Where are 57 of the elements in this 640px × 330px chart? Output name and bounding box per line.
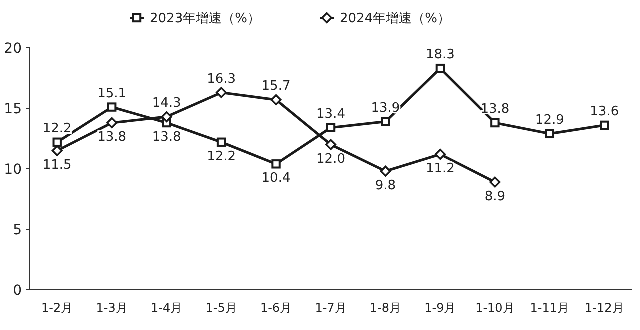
data-label: 13.8 <box>480 102 510 118</box>
data-label: 11.5 <box>42 158 72 173</box>
data-label: 13.8 <box>98 130 127 146</box>
point <box>161 111 172 122</box>
data-label: 11.2 <box>426 161 455 176</box>
data-label: 13.6 <box>590 104 620 120</box>
point <box>326 139 336 150</box>
data-label: 12.9 <box>535 112 564 128</box>
x-tick-label: 1-3月 <box>96 301 128 315</box>
data-label: 13.8 <box>152 130 182 146</box>
x-tick-label: 1-5月 <box>206 301 238 315</box>
point <box>545 129 555 139</box>
x-tick-label: 1-4月 <box>151 301 183 315</box>
data-label: 12.2 <box>207 149 236 164</box>
data-label: 14.3 <box>152 96 182 111</box>
point <box>490 176 501 188</box>
x-tick-label: 1-8月 <box>370 301 402 315</box>
point <box>380 166 392 177</box>
x-tick-label: 1-2月 <box>42 301 74 315</box>
legend-label: 2024年增速（%） <box>340 12 450 27</box>
data-label: 18.3 <box>426 48 455 63</box>
data-label: 10.4 <box>262 171 291 186</box>
y-tick-label: 0 <box>13 282 22 299</box>
data-label: 15.1 <box>98 86 127 102</box>
point <box>52 145 63 156</box>
y-tick-label: 15 <box>4 101 22 118</box>
point <box>490 118 500 128</box>
x-tick-label: 1-10月 <box>476 301 515 315</box>
legend-label: 2023年增速（%） <box>150 12 260 27</box>
x-tick-label: 1-6月 <box>260 301 292 315</box>
x-tick-label: 1-7月 <box>315 301 347 315</box>
x-tick-label: 1-11月 <box>530 301 570 315</box>
y-tick-label: 10 <box>4 162 22 178</box>
data-label: 16.3 <box>207 72 236 87</box>
point <box>600 120 610 130</box>
data-label: 12.0 <box>316 152 346 167</box>
data-label: 13.4 <box>316 106 346 122</box>
point <box>216 138 226 147</box>
point <box>107 102 117 112</box>
data-label: 12.2 <box>42 121 72 136</box>
point <box>436 64 446 74</box>
data-label: 8.9 <box>484 189 506 204</box>
point <box>326 123 336 132</box>
x-tick-label: 1-9月 <box>424 301 456 315</box>
point <box>434 148 446 160</box>
data-label: 13.9 <box>371 100 400 116</box>
data-label: 9.8 <box>375 178 396 194</box>
point <box>52 138 62 147</box>
x-tick-label: 1-12月 <box>585 301 624 315</box>
point <box>270 94 282 106</box>
y-tick-label: 5 <box>13 222 22 238</box>
point <box>381 117 390 126</box>
point <box>272 160 281 169</box>
y-tick-label: 20 <box>4 40 22 57</box>
data-label: 15.7 <box>262 79 291 94</box>
point <box>216 87 228 98</box>
point <box>106 118 118 129</box>
